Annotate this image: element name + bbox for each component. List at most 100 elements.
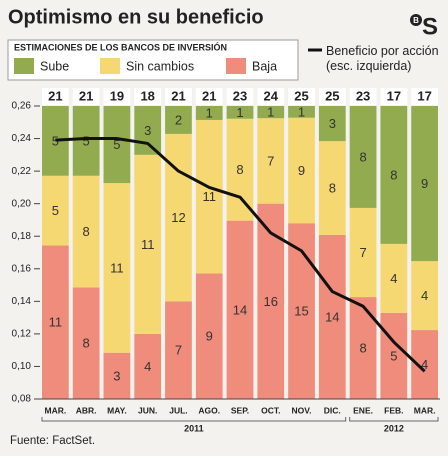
bar-segment (380, 243, 408, 313)
bar-segment (42, 175, 69, 246)
total-label: 25 (325, 88, 339, 103)
bar-segment (380, 106, 408, 244)
segment-label: 5 (83, 133, 90, 148)
y-tick-label: 0,18 (12, 231, 32, 242)
bar-segment (257, 118, 285, 204)
total-box (72, 88, 100, 105)
segment-label: 7 (359, 245, 366, 260)
total-box (411, 88, 438, 105)
logo-small: B (413, 16, 419, 25)
bar-segment (195, 119, 223, 274)
segment-label: 1 (236, 105, 243, 120)
segment-label: 8 (390, 167, 397, 182)
x-tick-label: NOV. (292, 405, 312, 415)
segment-label: 5 (52, 203, 59, 218)
bar-segment (195, 106, 223, 120)
total-box (257, 88, 285, 105)
bar-segment (288, 117, 315, 224)
total-label: 21 (48, 88, 62, 103)
legend-swatch (226, 58, 246, 74)
year-bracket (349, 417, 439, 422)
bar-segment (195, 273, 223, 399)
segment-label: 11 (202, 189, 216, 204)
bar-segment (257, 203, 285, 399)
bar-segment (257, 106, 285, 119)
segment-label: 8 (236, 162, 243, 177)
year-label: 2011 (184, 423, 204, 433)
segment-label: 8 (83, 336, 90, 351)
total-box (226, 88, 254, 105)
bar-segment (165, 301, 192, 399)
segment-label: 3 (329, 116, 336, 131)
total-label: 19 (110, 88, 124, 103)
total-label: 24 (264, 88, 279, 103)
bar-segment (103, 106, 131, 184)
y-tick-label: 0,12 (12, 329, 32, 340)
segment-label: 8 (359, 149, 366, 164)
total-label: 21 (202, 88, 216, 103)
total-box (380, 88, 408, 105)
x-tick-label: MAY. (107, 405, 127, 415)
total-label: 17 (387, 88, 401, 103)
segment-label: 3 (144, 123, 151, 138)
total-box (349, 88, 377, 105)
segment-label: 5 (113, 137, 120, 152)
bar-segment (411, 106, 438, 262)
y-tick-label: 0,22 (12, 166, 32, 177)
y-tick-label: 0,14 (12, 296, 32, 307)
total-label: 21 (171, 88, 185, 103)
total-box (134, 88, 162, 105)
x-tick-label: FEB. (384, 405, 403, 415)
legend-title: ESTIMACIONES DE LOS BANCOS DE INVERSIÓN (14, 41, 227, 52)
segment-label: 1 (206, 105, 213, 120)
x-tick-label: DIC. (324, 405, 341, 415)
segment-label: 11 (141, 237, 155, 252)
total-box (165, 88, 192, 105)
bar-segment (134, 106, 162, 155)
bar-segment (349, 297, 377, 399)
total-label: 18 (140, 88, 154, 103)
year-bracket (41, 417, 347, 422)
bar-segment (411, 261, 438, 331)
segment-label: 14 (233, 302, 247, 317)
total-label: 23 (233, 88, 247, 103)
bar-segment (42, 245, 69, 399)
source: Fuente: FactSet. (10, 435, 95, 447)
total-label: 21 (79, 88, 93, 103)
segment-label: 8 (359, 340, 366, 355)
segment-label: 8 (83, 224, 90, 239)
segment-label: 8 (329, 180, 336, 195)
bar-segment (134, 333, 162, 399)
segment-label: 7 (267, 153, 274, 168)
segment-label: 4 (390, 271, 397, 286)
y-tick-label: 0,24 (12, 133, 32, 144)
segment-label: 5 (390, 348, 397, 363)
bar-segment (226, 106, 254, 119)
segment-label: 16 (264, 294, 278, 309)
total-label: 25 (294, 88, 308, 103)
bar-segment (72, 106, 100, 176)
legend-label: Baja (252, 59, 277, 73)
total-box (318, 88, 346, 105)
bar-segment (72, 175, 100, 288)
legend-box (7, 39, 299, 81)
logo-dot (410, 14, 422, 26)
y-tick-label: 0,10 (12, 361, 32, 372)
segment-label: 1 (267, 105, 274, 120)
y-tick-label: 0,26 (12, 101, 32, 112)
bar-segment (103, 183, 131, 353)
total-box (103, 88, 131, 105)
bar-segment (380, 312, 408, 399)
segment-label: 11 (110, 260, 124, 275)
logo-large: S (422, 13, 438, 40)
bar-segment (288, 106, 315, 118)
segment-label: 3 (113, 368, 120, 383)
year-label: 2012 (384, 423, 404, 433)
x-tick-label: MAR. (414, 405, 436, 415)
bar-segment (134, 154, 162, 334)
total-label: 23 (356, 88, 370, 103)
legend-swatch (14, 58, 34, 74)
x-tick-label: JUL. (169, 405, 187, 415)
